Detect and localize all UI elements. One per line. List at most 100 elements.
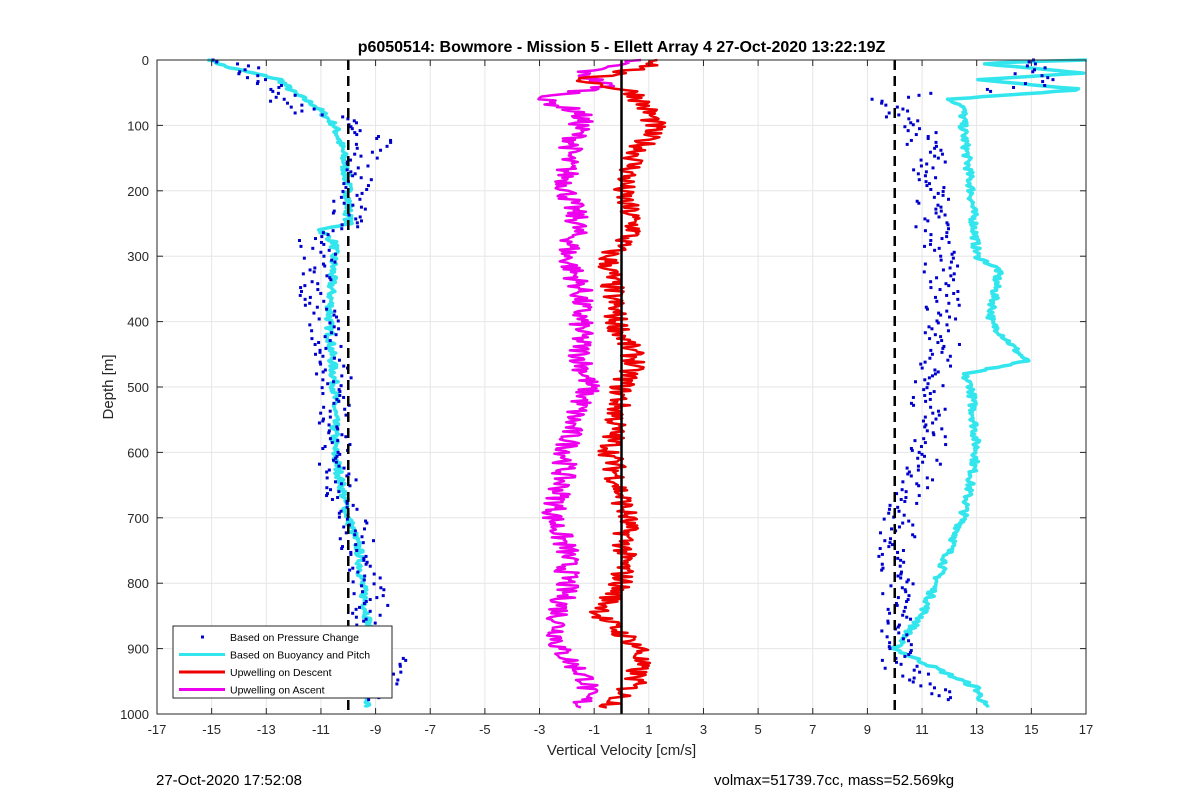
pressure-change-descent-point [372, 572, 376, 576]
pressure-change-descent-point [238, 70, 242, 74]
pressure-change-ascent-point [886, 619, 890, 623]
pressure-change-descent-point [349, 170, 353, 174]
pressure-change-ascent-point [952, 291, 956, 295]
pressure-change-descent-point [355, 221, 359, 225]
pressure-change-descent-point [276, 91, 280, 95]
pressure-change-descent-point [363, 574, 367, 578]
x-tick-label: -9 [370, 722, 382, 737]
pressure-change-ascent-point [926, 486, 930, 490]
pressure-change-descent-point [340, 433, 344, 437]
pressure-change-ascent-point [888, 503, 892, 507]
pressure-change-ascent-point [920, 452, 924, 456]
pressure-change-descent-point [322, 242, 326, 246]
pressure-change-descent-point [269, 99, 273, 103]
pressure-change-descent-point [351, 566, 355, 570]
pressure-change-ascent-point [940, 237, 944, 241]
pressure-change-ascent-point [919, 158, 923, 162]
pressure-change-ascent-point [923, 244, 927, 248]
pressure-change-ascent-point [938, 288, 942, 292]
pressure-change-descent-point [347, 472, 351, 476]
pressure-change-descent-point [359, 176, 363, 180]
pressure-change-ascent-point [917, 93, 921, 97]
pressure-change-descent-point [364, 600, 368, 604]
pressure-change-descent-point [364, 554, 368, 558]
x-tick-label: 15 [1024, 722, 1038, 737]
y-tick-label: 500 [127, 380, 149, 395]
pressure-change-ascent-point [945, 231, 949, 235]
pressure-change-descent-point [369, 178, 373, 182]
pressure-change-ascent-point [884, 103, 888, 107]
pressure-change-descent-point [319, 240, 323, 244]
pressure-change-descent-point [342, 525, 346, 529]
pressure-change-descent-point [327, 468, 331, 472]
pressure-change-ascent-point [947, 315, 951, 319]
chart-title: p6050514: Bowmore - Mission 5 - Ellett A… [358, 39, 886, 56]
pressure-change-descent-point [360, 191, 364, 195]
pressure-change-descent-point [353, 529, 357, 533]
legend-label: Based on Buoyancy and Pitch [230, 650, 370, 662]
pressure-change-descent-point [264, 78, 268, 82]
pressure-change-descent-point [362, 556, 366, 560]
pressure-change-descent-point [398, 662, 402, 666]
pressure-change-ascent-point [928, 682, 932, 686]
pressure-change-ascent-point [880, 552, 884, 556]
pressure-change-descent-point [298, 293, 302, 297]
pressure-change-ascent-point [1023, 82, 1027, 86]
pressure-change-ascent-point [951, 256, 955, 260]
pressure-change-ascent-point [936, 409, 940, 413]
legend: Based on Pressure Change Based on Buoyanc… [172, 625, 393, 699]
pressure-change-ascent-point [954, 317, 958, 321]
pressure-change-descent-point [321, 231, 325, 235]
pressure-change-ascent-point [923, 262, 927, 266]
pressure-change-ascent-point [917, 450, 921, 454]
pressure-change-descent-point [330, 441, 334, 445]
pressure-change-descent-point [359, 205, 363, 209]
pressure-change-descent-point [325, 486, 329, 490]
pressure-change-ascent-point [907, 95, 911, 99]
pressure-change-descent-point [358, 215, 362, 219]
pressure-change-descent-point [362, 578, 366, 582]
pressure-change-descent-point [322, 254, 326, 258]
pressure-change-ascent-point [923, 217, 927, 221]
pressure-change-ascent-point [885, 635, 889, 639]
pressure-change-ascent-point [880, 99, 884, 103]
pressure-change-descent-point [311, 246, 315, 250]
pressure-change-descent-point [271, 89, 275, 93]
pressure-change-descent-point [334, 456, 338, 460]
pressure-change-ascent-point [900, 488, 904, 492]
pressure-change-ascent-point [904, 490, 908, 494]
pressure-change-descent-point [354, 543, 358, 547]
pressure-change-ascent-point [881, 592, 885, 596]
pressure-change-descent-point [340, 227, 344, 231]
pressure-change-descent-point [325, 307, 329, 311]
pressure-change-descent-point [299, 286, 303, 290]
pressure-change-descent-point [368, 609, 372, 613]
pressure-change-ascent-point [896, 550, 900, 554]
pressure-change-ascent-point [1027, 60, 1031, 64]
pressure-change-ascent-point [888, 611, 892, 615]
pressure-change-ascent-point [924, 423, 928, 427]
pressure-change-ascent-point [906, 109, 910, 113]
pressure-change-descent-point [325, 494, 329, 498]
pressure-change-ascent-point [935, 319, 939, 323]
pressure-change-descent-point [354, 217, 358, 221]
pressure-change-descent-point [301, 272, 305, 276]
pressure-change-descent-point [310, 329, 314, 333]
pressure-change-ascent-point [934, 211, 938, 215]
pressure-change-descent-point [337, 327, 341, 331]
pressure-change-descent-point [320, 113, 324, 117]
pressure-change-ascent-point [913, 535, 917, 539]
pressure-change-ascent-point [897, 113, 901, 117]
pressure-change-descent-point [355, 193, 359, 197]
pressure-change-ascent-point [903, 125, 907, 129]
pressure-change-ascent-point [917, 201, 921, 205]
pressure-change-ascent-point [935, 458, 939, 462]
pressure-change-descent-point [368, 598, 372, 602]
pressure-change-descent-point [321, 370, 325, 374]
pressure-change-ascent-point [1031, 70, 1035, 74]
pressure-change-descent-point [332, 325, 336, 329]
pressure-change-descent-point [364, 519, 368, 523]
pressure-change-ascent-point [888, 647, 892, 651]
pressure-change-ascent-point [896, 574, 900, 578]
depth-velocity-chart: -17 -15 -13 -11 -9 -7 -5 -3 -1 1 3 5 7 9 11 13 15 1701002… [100, 39, 1093, 759]
